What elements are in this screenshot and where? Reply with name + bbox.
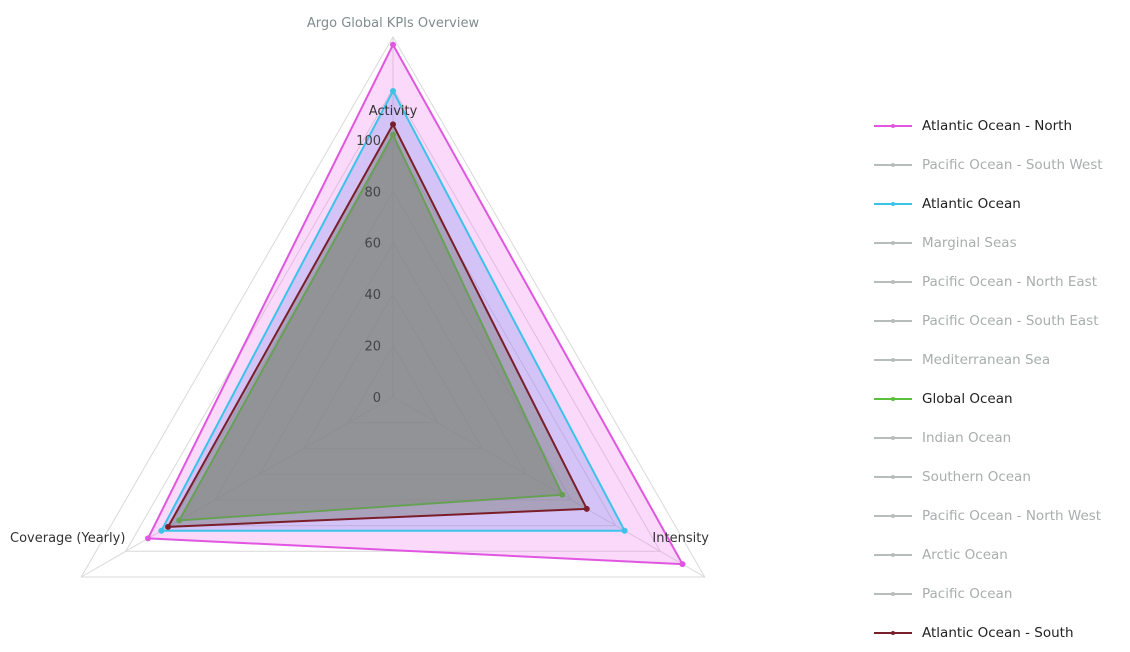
legend-label: Pacific Ocean - North East <box>922 273 1098 290</box>
axis-label-intensity: Intensity <box>652 531 709 546</box>
grid-ring <box>124 87 662 552</box>
legend-item-indian-ocean[interactable]: Indian Ocean <box>872 418 1130 457</box>
chart-title: Argo Global KPIs Overview <box>307 16 480 31</box>
data-point-atlantic-ocean[interactable] <box>621 527 628 534</box>
legend-item-marginal-seas[interactable]: Marginal Seas <box>872 223 1130 262</box>
data-point-atlantic-ocean-north[interactable] <box>145 535 152 542</box>
legend-item-pacific-ocean-south-east[interactable]: Pacific Ocean - South East <box>872 301 1130 340</box>
series-area-atlantic-ocean-south <box>167 123 588 528</box>
legend-swatch-icon <box>874 552 912 557</box>
series-layer <box>145 41 686 568</box>
legend-swatch-icon <box>874 279 912 284</box>
legend-label: Atlantic Ocean <box>922 195 1021 212</box>
axis-label-activity: Activity <box>369 104 418 119</box>
tick-label: 20 <box>364 340 381 355</box>
data-point-global-ocean[interactable] <box>390 131 396 138</box>
legend-label: Global Ocean <box>922 390 1013 407</box>
legend-item-atlantic-ocean-north[interactable]: Atlantic Ocean - North <box>872 106 1130 145</box>
data-point-atlantic-ocean[interactable] <box>158 527 165 534</box>
data-point-atlantic-ocean-south[interactable] <box>390 121 396 128</box>
legend-swatch-icon <box>874 435 912 440</box>
legend-item-pacific-ocean-north-east[interactable]: Pacific Ocean - North East <box>872 262 1130 301</box>
legend-swatch-icon <box>874 396 912 401</box>
legend-item-pacific-ocean-north-west[interactable]: Pacific Ocean - North West <box>872 496 1130 535</box>
legend-label: Atlantic Ocean - South <box>922 624 1074 641</box>
legend-label: Indian Ocean <box>922 429 1012 446</box>
legend-swatch-icon <box>874 513 912 518</box>
data-point-global-ocean[interactable] <box>559 491 566 498</box>
radar-chart: Argo Global KPIs Overview 0 20 40 60 80 100 A… <box>10 16 709 578</box>
grid-ring <box>80 36 706 578</box>
data-point-atlantic-ocean-south[interactable] <box>583 505 590 512</box>
tick-label: 60 <box>364 237 381 252</box>
tick-label: 40 <box>364 288 381 303</box>
data-point-atlantic-ocean-south[interactable] <box>165 523 172 530</box>
legend-label: Pacific Ocean - South West <box>922 156 1103 173</box>
grid-ring <box>169 138 617 527</box>
chart-legend: Atlantic Ocean - North Pacific Ocean - So… <box>872 106 1130 652</box>
data-point-atlantic-ocean-north[interactable] <box>390 41 396 48</box>
legend-label: Southern Ocean <box>922 468 1031 485</box>
legend-swatch-icon <box>874 591 912 596</box>
legend-swatch-icon <box>874 123 912 128</box>
legend-swatch-icon <box>874 201 912 206</box>
data-point-global-ocean[interactable] <box>176 517 183 524</box>
legend-swatch-icon <box>874 474 912 479</box>
legend-swatch-icon <box>874 162 912 167</box>
legend-item-atlantic-ocean-south[interactable]: Atlantic Ocean - South <box>872 613 1130 652</box>
legend-item-pacific-ocean-south-west[interactable]: Pacific Ocean - South West <box>872 145 1130 184</box>
tick-label: 80 <box>364 185 381 200</box>
legend-swatch-icon <box>874 630 912 635</box>
legend-item-atlantic-ocean[interactable]: Atlantic Ocean <box>872 184 1130 223</box>
tick-label: 100 <box>356 134 381 149</box>
legend-swatch-icon <box>874 240 912 245</box>
legend-label: Mediterranean Sea <box>922 351 1051 368</box>
data-point-atlantic-ocean[interactable] <box>390 88 396 94</box>
legend-label: Pacific Ocean - South East <box>922 312 1099 329</box>
legend-label: Pacific Ocean - North West <box>922 507 1102 524</box>
legend-label: Pacific Ocean <box>922 585 1013 602</box>
legend-swatch-icon <box>874 318 912 323</box>
series-area-global-ocean <box>178 133 564 522</box>
tick-labels: 0 20 40 60 80 100 <box>356 134 381 406</box>
legend-item-pacific-ocean[interactable]: Pacific Ocean <box>872 574 1130 613</box>
legend-swatch-icon <box>874 357 912 362</box>
axis-label-coverage: Coverage (Yearly) <box>10 531 125 546</box>
tick-label: 0 <box>373 391 381 406</box>
legend-label: Arctic Ocean <box>922 546 1008 563</box>
legend-item-mediterranean-sea[interactable]: Mediterranean Sea <box>872 340 1130 379</box>
legend-item-southern-ocean[interactable]: Southern Ocean <box>872 457 1130 496</box>
legend-label: Atlantic Ocean - North <box>922 117 1073 134</box>
legend-item-arctic-ocean[interactable]: Arctic Ocean <box>872 535 1130 574</box>
legend-label: Marginal Seas <box>922 234 1017 251</box>
data-point-atlantic-ocean-north[interactable] <box>679 561 686 568</box>
legend-item-global-ocean[interactable]: Global Ocean <box>872 379 1130 418</box>
